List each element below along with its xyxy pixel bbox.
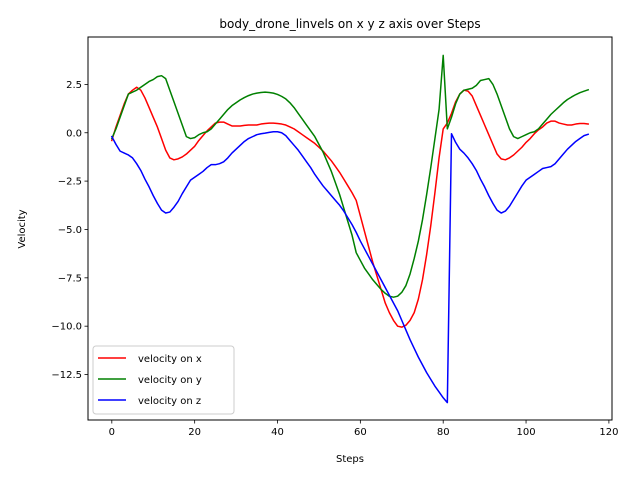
series-line-1 xyxy=(110,54,590,298)
y-tick-label: −7.5 xyxy=(58,273,82,284)
y-tick-label: 2.5 xyxy=(66,80,82,91)
y-tick-label: −2.5 xyxy=(58,177,82,188)
legend-box xyxy=(92,345,235,415)
x-tick-label: 40 xyxy=(271,427,284,438)
x-tick-label: 120 xyxy=(599,427,618,438)
x-tick-label: 20 xyxy=(188,427,201,438)
x-tick-label: 100 xyxy=(517,427,536,438)
series-line-0 xyxy=(110,86,590,328)
y-tick-label: 0.0 xyxy=(66,128,82,139)
y-tick-label: −5.0 xyxy=(58,225,82,236)
series-line-2 xyxy=(110,131,590,404)
y-tick-label: −10.0 xyxy=(51,322,82,333)
legend-label-1: velocity on y xyxy=(138,375,202,386)
y-tick-label: −12.5 xyxy=(51,370,82,381)
chart-title: body_drone_linvels on x y z axis over St… xyxy=(219,17,480,31)
x-tick-label: 0 xyxy=(109,427,115,438)
y-axis: −12.5 −10.0 −7.5 −5.0 −2.5 0.0 2.5 xyxy=(51,80,88,381)
y-axis-label: Velocity xyxy=(17,209,28,248)
series-layer xyxy=(110,54,590,404)
x-tick-label: 80 xyxy=(437,427,450,438)
legend: velocity on x velocity on y velocity on z xyxy=(92,345,235,415)
x-axis-label: Steps xyxy=(336,454,364,465)
legend-label-0: velocity on x xyxy=(138,354,202,365)
legend-label-2: velocity on z xyxy=(138,396,201,407)
plot-frame xyxy=(87,36,613,421)
x-axis: 0 20 40 60 80 100 120 xyxy=(109,420,618,438)
x-tick-label: 60 xyxy=(354,427,367,438)
